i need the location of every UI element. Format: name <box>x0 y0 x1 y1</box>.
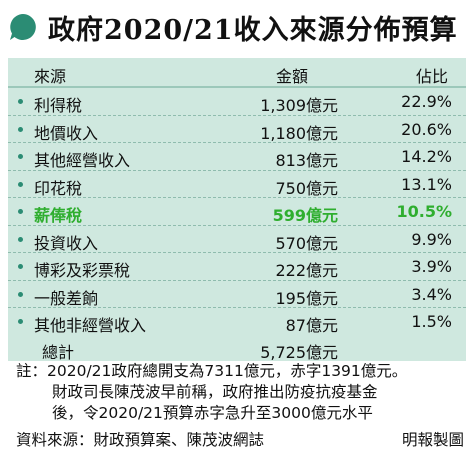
table-row: 一般差餉 195億元 3.4% <box>8 281 466 308</box>
table-header: 來源 金額 佔比 <box>8 58 466 88</box>
row-name: 其他非經營收入 <box>34 316 147 335</box>
row-amount: 750億元 <box>275 178 338 198</box>
bullet-icon <box>18 99 23 104</box>
bullet-icon <box>18 264 23 269</box>
table-row: 博彩及彩票稅 222億元 3.9% <box>8 253 466 281</box>
table-row: 印花稅 750億元 13.1% <box>8 171 466 198</box>
bullet-icon <box>18 319 23 324</box>
table-row: 地價收入 1,180億元 20.6% <box>8 116 466 143</box>
row-name: 薪俸稅 <box>34 206 83 225</box>
row-name: 博彩及彩票稅 <box>34 261 131 280</box>
header-source: 來源 <box>34 67 67 86</box>
header-amount: 金額 <box>275 67 308 86</box>
row-amount: 222億元 <box>275 261 338 280</box>
row-amount: 599億元 <box>272 206 338 225</box>
row-amount: 570億元 <box>275 233 338 253</box>
total-amount: 5,725億元 <box>260 342 338 362</box>
row-amount: 813億元 <box>275 151 338 170</box>
bullet-icon <box>18 126 23 132</box>
bullet-icon <box>18 236 23 242</box>
row-share: 20.6% <box>401 119 452 139</box>
source-text: 資料來源：財政預算案、陳茂波網誌 <box>16 431 265 449</box>
table-row: 其他非經營收入 87億元 1.5% <box>8 308 466 335</box>
bullet-icon <box>18 209 23 214</box>
revenue-table: 來源 金額 佔比 利得稅 1,309億元 22.9% 地價收入 1,180億元 20.6%… <box>8 58 466 362</box>
total-label: 總計 <box>42 342 75 362</box>
bullet-icon <box>18 291 23 297</box>
bullet-icon <box>18 154 23 159</box>
table-body: 利得稅 1,309億元 22.9% 地價收入 1,180億元 20.6% 其他經營收入 813… <box>8 88 466 335</box>
row-name: 印花稅 <box>34 178 83 198</box>
note-line: 財政司長陳茂波早前稱，政府推出防疫抗疫基金 <box>52 383 378 401</box>
total-row: 總計 5,725億元 <box>8 335 466 362</box>
row-share: 1.5% <box>411 312 452 331</box>
table-row: 薪俸稅 599億元 10.5% <box>8 198 466 226</box>
row-name: 投資收入 <box>34 233 99 253</box>
page-title: 政府2020/21收入來源分佈預算 <box>48 14 458 46</box>
row-share: 14.2% <box>401 147 452 166</box>
row-share: 10.5% <box>396 202 452 221</box>
row-share: 3.4% <box>411 284 452 304</box>
credit-text: 明報製圖 <box>401 431 464 449</box>
table-row: 其他經營收入 813億元 14.2% <box>8 143 466 171</box>
note-line: 註：2020/21政府總開支為7311億元，赤字1391億元。 <box>16 362 408 380</box>
row-share: 13.1% <box>401 174 452 194</box>
row-name: 一般差餉 <box>34 288 99 308</box>
row-amount: 1,180億元 <box>260 123 338 143</box>
note-line: 後，令2020/21預算赤字急升至3000億元水平 <box>52 404 373 422</box>
title-row: 政府2020/21收入來源分佈預算 <box>8 6 458 48</box>
speech-bubble-icon <box>8 12 38 42</box>
row-amount: 195億元 <box>275 288 338 308</box>
row-name: 其他經營收入 <box>34 151 131 170</box>
row-amount: 1,309億元 <box>260 96 338 115</box>
table-row: 利得稅 1,309億元 22.9% <box>8 88 466 116</box>
source-row: 資料來源：財政預算案、陳茂波網誌 明報製圖 <box>16 428 464 450</box>
row-share: 9.9% <box>411 229 452 249</box>
row-amount: 87億元 <box>285 316 338 335</box>
header-share: 佔比 <box>415 67 448 86</box>
table-row: 投資收入 570億元 9.9% <box>8 226 466 253</box>
row-name: 地價收入 <box>34 123 99 143</box>
bullet-icon <box>18 181 23 187</box>
row-name: 利得稅 <box>34 96 83 115</box>
row-share: 22.9% <box>401 92 452 111</box>
notes: 註：2020/21政府總開支為7311億元，赤字1391億元。 財政司長陳茂波早… <box>16 361 468 424</box>
row-share: 3.9% <box>411 257 452 276</box>
